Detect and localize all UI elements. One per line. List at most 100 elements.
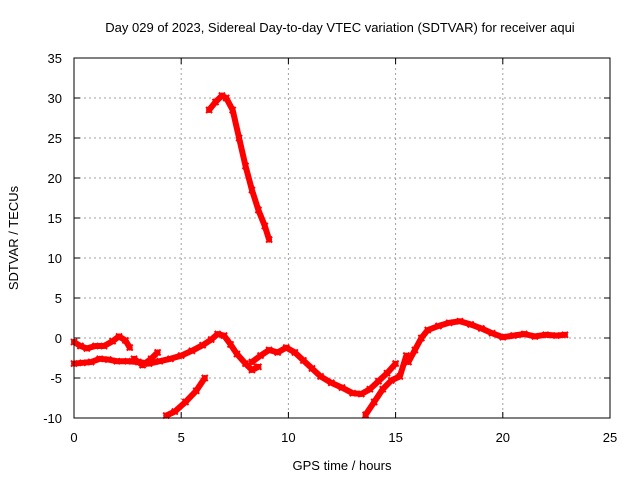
data-point [396, 372, 404, 381]
data-point [228, 106, 237, 114]
data-point [153, 348, 162, 357]
plot-frame [73, 57, 611, 419]
data-point [256, 351, 265, 360]
data-point [379, 385, 387, 393]
data-point [211, 98, 220, 106]
data-point [138, 361, 147, 369]
data-point [254, 206, 263, 214]
data-point [248, 366, 256, 374]
data-point [370, 398, 378, 406]
data-point [338, 383, 346, 392]
data-point [87, 358, 95, 366]
x-axis-label: GPS time / hours [293, 458, 392, 473]
data-point [121, 336, 130, 345]
y-tick-label: 10 [48, 251, 62, 266]
data-point [552, 331, 561, 340]
data-point [188, 347, 196, 355]
x-tick-label: 5 [178, 430, 185, 445]
series-arc-a [70, 332, 134, 353]
x-tick-label: 0 [70, 430, 77, 445]
data-point [123, 357, 132, 365]
series-arc-g [361, 351, 411, 419]
y-axis-label: SDTVAR / TECUs [6, 185, 21, 290]
data-point [349, 389, 357, 397]
data-point [76, 342, 85, 350]
data-point [299, 356, 308, 365]
y-tick-label: -10 [43, 411, 62, 426]
chart-title: Day 029 of 2023, Sidereal Day-to-day VTE… [105, 20, 575, 35]
x-axis-ticks: 0 5 10 15 20 25 [70, 58, 617, 445]
data-point [91, 342, 100, 350]
data-point [156, 357, 164, 365]
data-point [265, 235, 273, 244]
data-point [222, 94, 230, 102]
data-point [147, 355, 155, 363]
data-point [177, 351, 185, 360]
data-point [113, 357, 121, 365]
x-tick-label: 20 [496, 430, 510, 445]
y-tick-label: -5 [50, 371, 62, 386]
data-point [411, 346, 419, 354]
data-point [445, 319, 453, 327]
data-point [241, 162, 250, 170]
series-arc-d [162, 374, 209, 420]
data-point [327, 379, 335, 387]
data-point [466, 320, 475, 329]
data-point [233, 350, 241, 358]
y-tick-label: 15 [48, 211, 62, 226]
data-point [241, 359, 250, 368]
data-point [308, 364, 316, 373]
data-point [207, 335, 215, 344]
data-point [248, 186, 256, 194]
data-point [248, 358, 256, 366]
data-point [213, 330, 222, 338]
series-arc-h [404, 317, 569, 366]
data-point [291, 348, 299, 357]
data-point [282, 343, 290, 352]
x-tick-label: 10 [281, 430, 295, 445]
series-line [131, 349, 161, 369]
data-point [424, 326, 432, 334]
series-arc-e [205, 91, 273, 244]
series-layer [70, 91, 569, 420]
x-tick-label: 25 [603, 430, 617, 445]
data-point [434, 322, 443, 330]
data-point [192, 387, 200, 395]
data-point [198, 341, 207, 349]
data-point [417, 334, 426, 342]
data-point [391, 359, 400, 368]
series-line [248, 344, 399, 397]
data-point [78, 359, 87, 367]
series-arc-c [130, 348, 162, 369]
data-point [383, 369, 391, 377]
data-point [254, 363, 263, 371]
data-point [181, 398, 190, 406]
data-point [130, 355, 138, 363]
data-point [509, 331, 518, 340]
data-point [100, 342, 108, 350]
data-point [456, 317, 464, 325]
data-point [126, 343, 134, 352]
data-point [96, 355, 104, 363]
data-point [235, 134, 243, 142]
data-point [104, 355, 113, 364]
y-axis-ticks: -10 -5 0 5 10 15 20 25 30 35 [43, 51, 610, 426]
data-point [201, 374, 209, 382]
data-point [404, 358, 413, 366]
data-point [477, 324, 486, 333]
series-line [71, 331, 262, 373]
data-point [108, 337, 117, 345]
series-line [405, 318, 568, 365]
data-point [205, 106, 213, 114]
data-point [83, 344, 91, 353]
data-point [261, 222, 269, 230]
data-point [265, 346, 273, 354]
data-point [488, 329, 496, 337]
data-point [366, 385, 374, 393]
series-arc-b [70, 330, 263, 374]
y-tick-label: 0 [55, 331, 62, 346]
data-point [520, 330, 528, 338]
data-point [357, 390, 366, 398]
data-point [531, 332, 539, 341]
